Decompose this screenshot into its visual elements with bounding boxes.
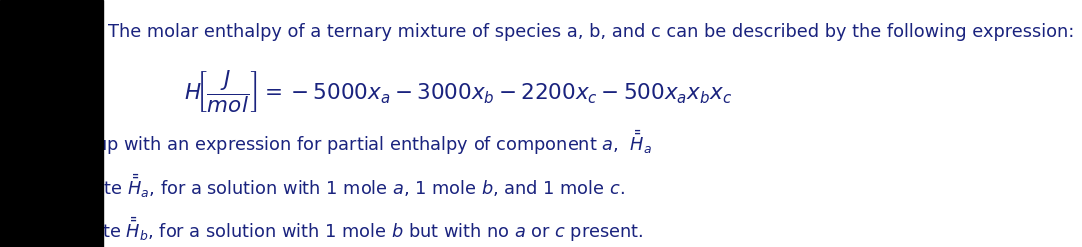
Text: b. Calculate $\bar{\bar{H}}_a$, for a solution with 1 mole $a$, 1 mole $b$, and : b. Calculate $\bar{\bar{H}}_a$, for a so… [16,173,625,200]
Text: The molar enthalpy of a ternary mixture of species a, b, and c can be described : The molar enthalpy of a ternary mixture … [108,23,1074,41]
Text: a. Come up with an expression for partial enthalpy of component $a$,  $\bar{\bar: a. Come up with an expression for partia… [16,129,652,157]
FancyBboxPatch shape [0,0,103,247]
Text: c. Calculate $\bar{\bar{H}}_b$, for a solution with 1 mole $b$ but with no $a$ o: c. Calculate $\bar{\bar{H}}_b$, for a so… [16,216,644,244]
Text: $H\!\left[\dfrac{J}{mol}\right] = -5000x_a - 3000x_b - 2200x_c - 500x_a x_b x_c$: $H\!\left[\dfrac{J}{mol}\right] = -5000x… [184,68,733,115]
